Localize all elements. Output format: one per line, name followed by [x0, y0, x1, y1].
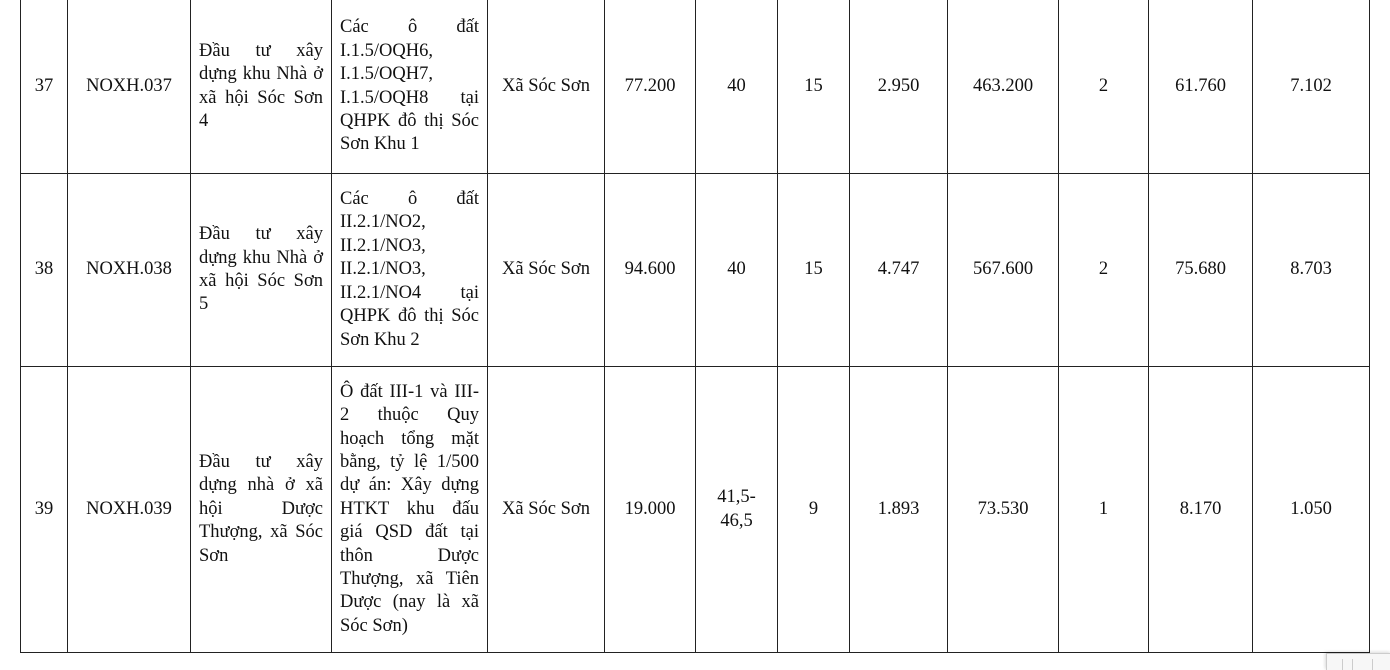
- cell-c7: 40: [695, 0, 778, 174]
- cell-stt: 38: [20, 173, 68, 367]
- cell-project-name: Đầu tư xây dựng khu Nhà ở xã hội Sóc Sơn…: [190, 0, 332, 174]
- cell-c8: 9: [777, 366, 850, 653]
- cell-c8: 15: [777, 173, 850, 367]
- table-row: 38 NOXH.038 Đầu tư xây dựng khu Nhà ở xã…: [20, 173, 1370, 367]
- cell-c13: 8.703: [1252, 173, 1370, 367]
- cell-project-name: Đầu tư xây dựng nhà ở xã hội Dược Thượng…: [190, 366, 332, 653]
- cell-c12: 75.680: [1148, 173, 1253, 367]
- cell-c7: 41,5-46,5: [695, 366, 778, 653]
- cell-c9: 1.893: [849, 366, 948, 653]
- cell-c13: 1.050: [1252, 366, 1370, 653]
- cell-c12: 61.760: [1148, 0, 1253, 174]
- cell-c6: 94.600: [604, 173, 696, 367]
- cell-location-detail: Ô đất III-1 và III-2 thuộc Quy hoạch tổn…: [331, 366, 488, 653]
- cell-code: NOXH.038: [67, 173, 191, 367]
- cell-code: NOXH.039: [67, 366, 191, 653]
- cell-code: NOXH.037: [67, 0, 191, 174]
- cell-commune: Xã Sóc Sơn: [487, 366, 605, 653]
- cell-c10: 73.530: [947, 366, 1059, 653]
- table-row: 37 NOXH.037 Đầu tư xây dựng khu Nhà ở xã…: [20, 0, 1370, 174]
- cell-c6: 77.200: [604, 0, 696, 174]
- cell-c13: 7.102: [1252, 0, 1370, 174]
- cell-c12: 8.170: [1148, 366, 1253, 653]
- cell-c7: 40: [695, 173, 778, 367]
- cell-c8: 15: [777, 0, 850, 174]
- cell-location-detail: Các ô đất II.2.1/NO2, II.2.1/NO3, II.2.1…: [331, 173, 488, 367]
- cell-c6: 19.000: [604, 366, 696, 653]
- cell-c11: 1: [1058, 366, 1149, 653]
- cell-c9: 2.950: [849, 0, 948, 174]
- table-row: 39 NOXH.039 Đầu tư xây dựng nhà ở xã hội…: [20, 366, 1370, 653]
- viewer-corner-widget[interactable]: [1326, 653, 1390, 670]
- cell-c10: 463.200: [947, 0, 1059, 174]
- cell-stt: 37: [20, 0, 68, 174]
- cell-c11: 2: [1058, 173, 1149, 367]
- cell-c9: 4.747: [849, 173, 948, 367]
- cell-stt: 39: [20, 366, 68, 653]
- cell-commune: Xã Sóc Sơn: [487, 173, 605, 367]
- cell-location-detail: Các ô đất I.1.5/OQH6, I.1.5/OQH7, I.1.5/…: [331, 0, 488, 174]
- cell-commune: Xã Sóc Sơn: [487, 0, 605, 174]
- cell-project-name: Đầu tư xây dựng khu Nhà ở xã hội Sóc Sơn…: [190, 173, 332, 367]
- housing-projects-table: 37 NOXH.037 Đầu tư xây dựng khu Nhà ở xã…: [20, 0, 1370, 653]
- cell-c11: 2: [1058, 0, 1149, 174]
- cell-c10: 567.600: [947, 173, 1059, 367]
